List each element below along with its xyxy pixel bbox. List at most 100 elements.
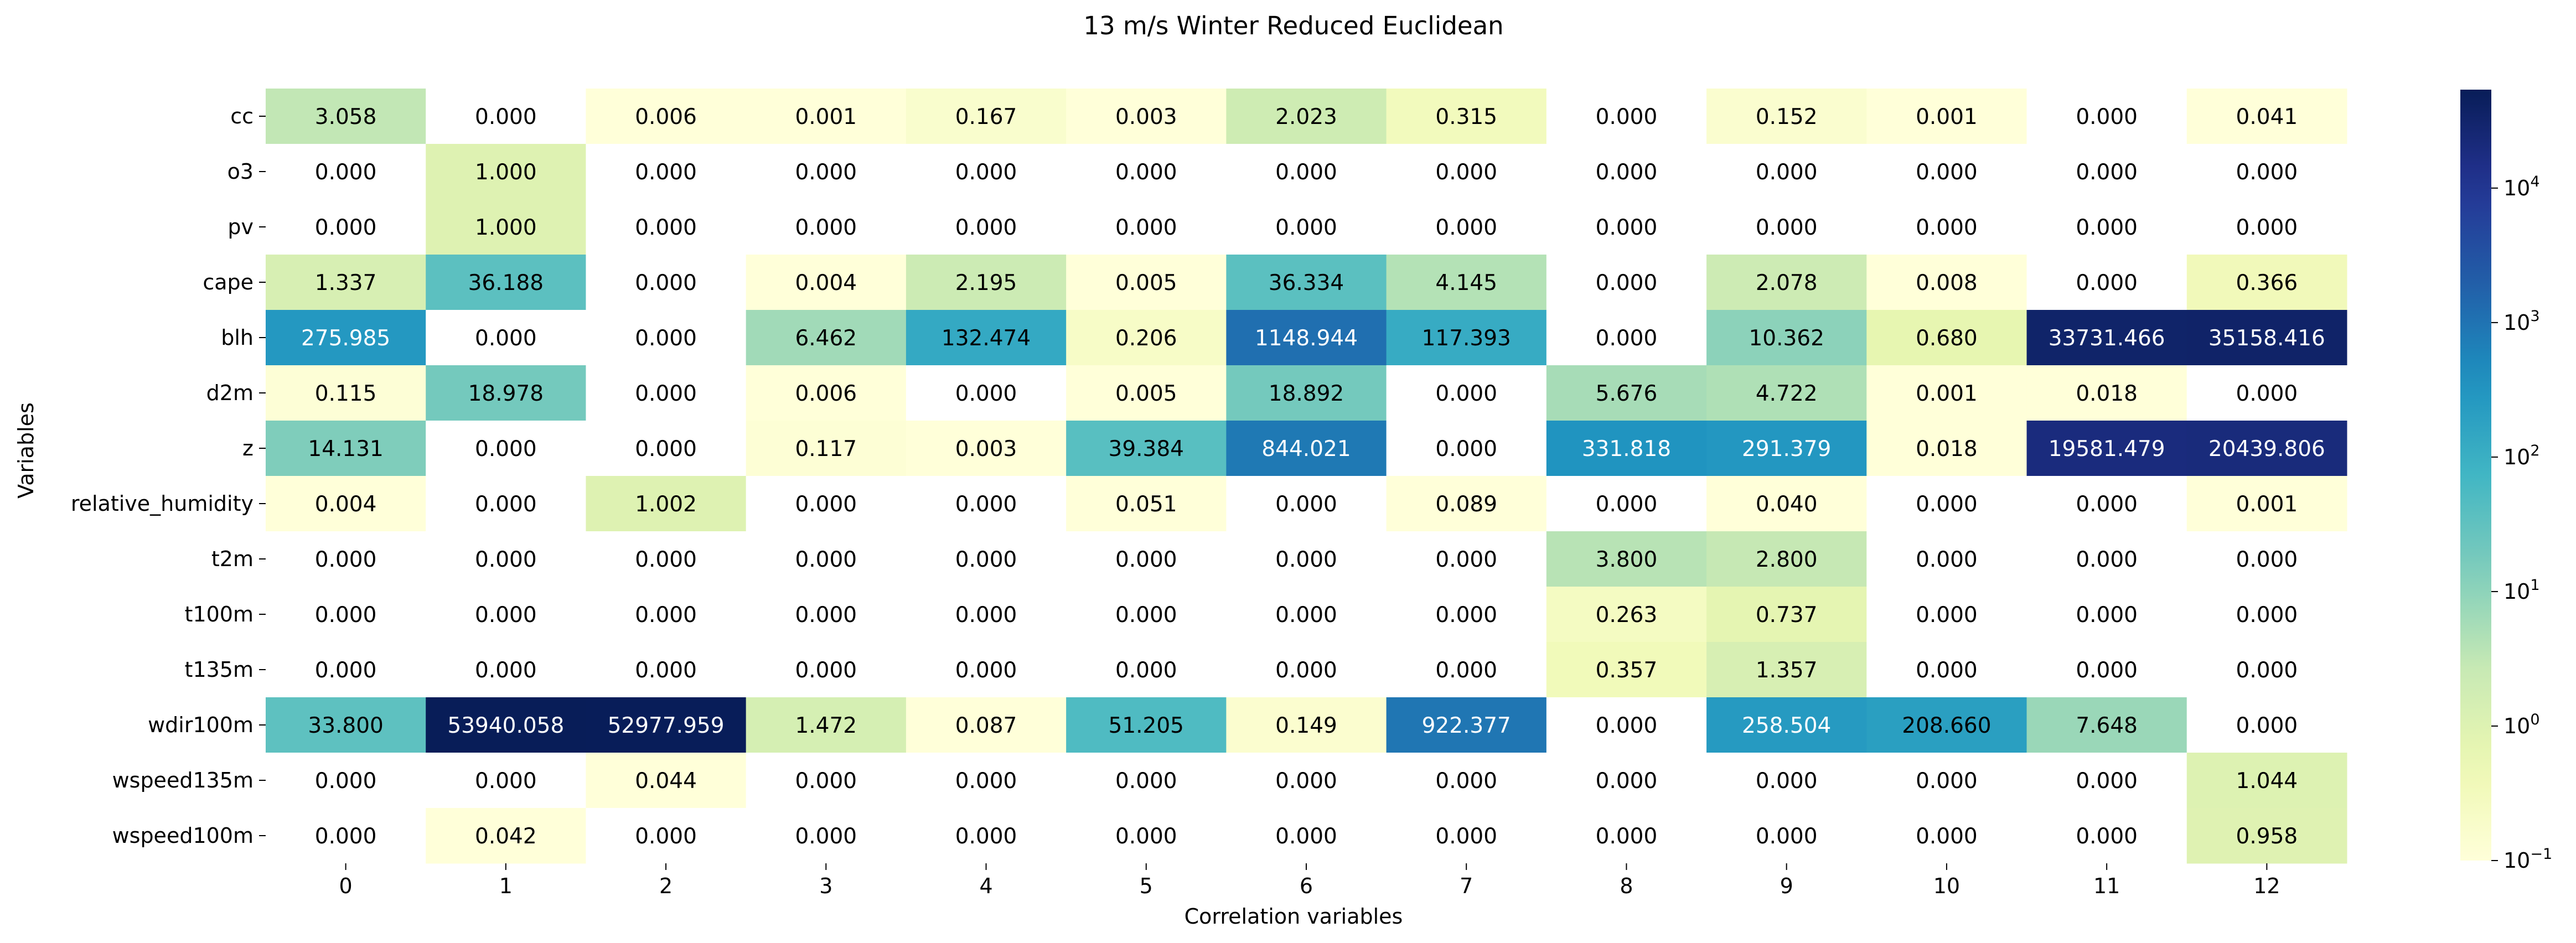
heatmap-cell: [746, 531, 907, 587]
cell-value-label: 1.000: [475, 215, 537, 240]
cell-value-label: 0.000: [475, 105, 537, 129]
heatmap-cell: [746, 476, 907, 532]
cell-value-label: 1.472: [795, 713, 857, 738]
cell-value-label: 0.000: [955, 160, 1017, 185]
heatmap-cell: [1706, 199, 1867, 255]
cell-value-label: 0.000: [955, 381, 1017, 406]
cell-value-label: 331.818: [1582, 437, 1671, 462]
heatmap-cell: [1226, 89, 1387, 144]
heatmap-cell: [1546, 587, 1707, 643]
heatmap-cell: [266, 476, 426, 532]
cell-value-label: 3.058: [315, 105, 377, 129]
cell-value-label: 275.985: [301, 326, 390, 351]
heatmap-cell: [1226, 199, 1387, 255]
cell-value-label: 2.023: [1275, 105, 1337, 129]
cell-value-label: 0.000: [2076, 824, 2138, 849]
heatmap-cell: [266, 697, 426, 753]
heatmap-cell: [2186, 89, 2347, 144]
x-axis-label: Correlation variables: [1184, 904, 1403, 929]
heatmap-cell: [746, 697, 907, 753]
heatmap-cell: [1226, 808, 1387, 864]
heatmap-cell: [1226, 144, 1387, 200]
heatmap-cell: [1866, 144, 2027, 200]
heatmap-cell: [746, 365, 907, 421]
cell-value-label: 844.021: [1261, 437, 1351, 462]
heatmap-cell: [586, 365, 747, 421]
cell-value-label: 0.263: [1596, 603, 1658, 628]
cell-value-label: 0.357: [1596, 658, 1658, 683]
heatmap-cell: [746, 255, 907, 310]
heatmap-cell: [1066, 310, 1227, 366]
cell-value-label: 0.000: [2236, 658, 2298, 683]
cell-value-label: 0.005: [1115, 381, 1177, 406]
cell-value-label: 0.000: [1275, 547, 1337, 572]
cell-value-label: 0.000: [1115, 160, 1177, 185]
cell-value-label: 0.000: [1435, 437, 1497, 462]
heatmap-cell: [586, 697, 747, 753]
heatmap-cell: [426, 365, 586, 421]
heatmap-cell: [1066, 365, 1227, 421]
heatmap-cell: [906, 531, 1067, 587]
cell-value-label: 0.000: [2076, 105, 2138, 129]
heatmap-cell: [906, 310, 1067, 366]
cell-value-label: 0.000: [1916, 160, 1978, 185]
cell-value-label: 0.000: [1435, 215, 1497, 240]
heatmap-cell: [1386, 476, 1547, 532]
heatmap-cell: [1386, 531, 1547, 587]
heatmap-cell: [1066, 587, 1227, 643]
cell-value-label: 0.018: [1916, 437, 1978, 462]
heatmap-cell: [586, 144, 747, 200]
cell-value-label: 0.000: [315, 215, 377, 240]
cell-value-label: 0.000: [955, 658, 1017, 683]
y-tick-label: d2m: [206, 381, 254, 405]
heatmap-cell: [1546, 365, 1707, 421]
y-tick-label: wspeed135m: [112, 768, 254, 792]
heatmap-cell: [1866, 310, 2027, 366]
chart-title: 13 m/s Winter Reduced Euclidean: [1083, 11, 1503, 40]
heatmap-cell: [1226, 365, 1387, 421]
cell-value-label: 0.000: [2236, 215, 2298, 240]
heatmap-cell: [586, 531, 747, 587]
cell-value-label: 0.000: [1756, 215, 1818, 240]
heatmap-cell: [2186, 365, 2347, 421]
cell-value-label: 0.000: [1916, 492, 1978, 517]
heatmap-cell: [746, 421, 907, 476]
heatmap-cell: [2026, 476, 2187, 532]
cell-value-label: 0.958: [2236, 824, 2298, 849]
y-tick-label: z: [242, 436, 254, 460]
heatmap-cell: [586, 476, 747, 532]
heatmap-cell: [1226, 642, 1387, 698]
heatmap-cell: [1706, 310, 1867, 366]
y-axis-ticks: cc o3 pv cape blh d2m z relative_humidity t2m t10…: [71, 104, 266, 848]
heatmap-cell: [586, 642, 747, 698]
x-tick-label: 2: [659, 874, 673, 898]
cell-value-label: 0.005: [1115, 271, 1177, 296]
heatmap-cell: [746, 310, 907, 366]
heatmap-cell: [746, 587, 907, 643]
heatmap-cell: [1706, 144, 1867, 200]
cell-value-label: 36.334: [1269, 271, 1344, 296]
heatmap-cell: [2186, 255, 2347, 310]
heatmap-cell: [2026, 255, 2187, 310]
heatmap-cell: [2186, 697, 2347, 753]
heatmap-cell: [906, 144, 1067, 200]
cell-value-label: 0.000: [2236, 713, 2298, 738]
cell-value-label: 1.002: [635, 492, 697, 517]
heatmap-cell: [746, 89, 907, 144]
cell-value-label: 0.000: [2076, 658, 2138, 683]
cell-value-label: 0.000: [2076, 215, 2138, 240]
heatmap-cell: [746, 144, 907, 200]
cell-value-label: 0.000: [1275, 769, 1337, 794]
cell-value-label: 0.000: [1115, 824, 1177, 849]
cell-value-label: 0.000: [955, 547, 1017, 572]
heatmap-cell: [2026, 587, 2187, 643]
cell-value-label: 0.000: [2076, 271, 2138, 296]
heatmap-cell: [906, 421, 1067, 476]
cell-value-label: 0.042: [475, 824, 537, 849]
cell-value-label: 0.000: [795, 769, 857, 794]
heatmap-cell: [1866, 199, 2027, 255]
heatmap-cell: [1706, 753, 1867, 809]
cell-value-label: 208.660: [1902, 713, 1991, 738]
heatmap-cell: [1226, 531, 1387, 587]
heatmap-cell: [1386, 310, 1547, 366]
